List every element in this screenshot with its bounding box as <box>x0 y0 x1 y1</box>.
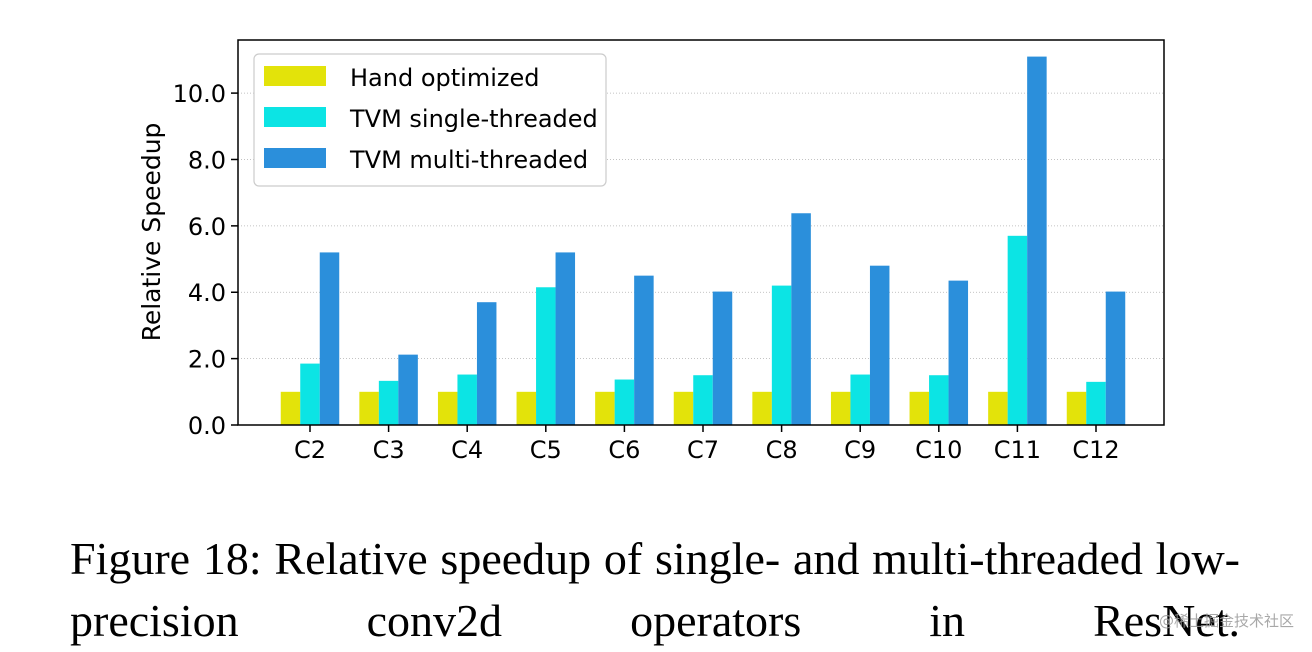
y-tick-label: 0.0 <box>188 412 226 440</box>
y-tick-label: 8.0 <box>188 146 226 174</box>
bar-tvm-single-threaded-c6 <box>614 379 635 425</box>
y-axis-ticks: 0.0 2.0 4.0 6.0 8.0 10.0 <box>173 80 238 440</box>
legend-swatch <box>264 66 326 86</box>
x-tick-label: C7 <box>687 436 719 464</box>
bar-hand-optimized-c9 <box>830 391 851 425</box>
bar-tvm-multi-threaded-c8 <box>791 213 811 425</box>
legend: Hand optimized TVM single-threaded TVM mul… <box>253 53 607 187</box>
bar-tvm-multi-threaded-c4 <box>476 302 497 425</box>
bar-hand-optimized-c12 <box>1066 391 1087 425</box>
x-axis-ticks: C2 C3 C4 C5 C6 C7 C8 C9 C10 C11 C12 <box>294 425 1120 464</box>
x-tick-label: C10 <box>915 436 962 464</box>
legend-label: TVM multi-threaded <box>349 146 588 174</box>
y-tick-label: 10.0 <box>173 80 226 108</box>
bar-tvm-single-threaded-c11 <box>1007 235 1028 425</box>
bar-hand-optimized-c11 <box>988 391 1008 425</box>
bar-tvm-single-threaded-c7 <box>693 375 713 425</box>
bar-tvm-single-threaded-c3 <box>378 380 399 425</box>
y-tick-label: 4.0 <box>188 279 226 307</box>
bar-hand-optimized-c10 <box>909 391 930 425</box>
legend-box <box>253 53 607 187</box>
plot-frame <box>237 39 1165 426</box>
legend-label: Hand optimized <box>350 64 539 92</box>
bar-chart: 0.02.04.06.08.010.0 C2 C3 C4 C5 C6 C7 C8 C9 C10 C… <box>137 39 1165 464</box>
legend-label: TVM single-threaded <box>349 105 598 133</box>
bar-tvm-multi-threaded-c10 <box>948 280 969 425</box>
x-tick-label: C4 <box>451 436 483 464</box>
watermark: @稀土掘金技术社区 <box>1158 612 1294 630</box>
bar-tvm-single-threaded-c8 <box>771 285 792 425</box>
bar-tvm-single-threaded-c12 <box>1086 381 1106 425</box>
y-tick-label: 2.0 <box>188 346 226 374</box>
x-tick-label: C6 <box>608 436 640 464</box>
y-tick-label: 6.0 <box>188 213 226 241</box>
bar-tvm-single-threaded-c2 <box>300 363 320 425</box>
bar-hand-optimized-c7 <box>673 391 694 425</box>
bar-tvm-multi-threaded-c3 <box>398 354 418 425</box>
bar-tvm-multi-threaded-c11 <box>1027 56 1047 426</box>
x-tick-label: C5 <box>530 436 562 464</box>
x-tick-label: C8 <box>766 436 798 464</box>
bar-tvm-single-threaded-c4 <box>457 374 477 425</box>
y-axis-label: Relative Speedup <box>137 123 166 342</box>
x-tick-label: C3 <box>373 436 405 464</box>
x-tick-label: C11 <box>994 436 1041 464</box>
bar-hand-optimized-c6 <box>595 391 615 425</box>
bar-tvm-multi-threaded-c9 <box>869 265 890 425</box>
bar-hand-optimized-c3 <box>359 391 379 425</box>
figure-caption: Figure 18: Relative speedup of single- a… <box>70 533 1240 646</box>
bar-tvm-multi-threaded-c2 <box>319 252 340 425</box>
bar-hand-optimized-c8 <box>752 391 772 425</box>
x-tick-label: C12 <box>1072 436 1119 464</box>
bar-hand-optimized-c5 <box>516 391 537 425</box>
legend-swatch <box>264 148 326 168</box>
bar-hand-optimized-c2 <box>280 391 301 425</box>
bar-tvm-multi-threaded-c6 <box>634 275 654 425</box>
bars <box>280 56 1126 426</box>
bar-hand-optimized-c4 <box>437 391 458 425</box>
bar-tvm-multi-threaded-c12 <box>1105 291 1126 425</box>
bar-tvm-single-threaded-c10 <box>929 375 949 425</box>
bar-tvm-single-threaded-c5 <box>536 287 556 425</box>
x-tick-label: C2 <box>294 436 326 464</box>
bar-tvm-multi-threaded-c7 <box>712 291 733 425</box>
legend-swatch <box>264 107 326 127</box>
bar-tvm-multi-threaded-c5 <box>555 252 576 425</box>
bar-tvm-single-threaded-c9 <box>850 374 870 425</box>
x-tick-label: C9 <box>844 436 876 464</box>
